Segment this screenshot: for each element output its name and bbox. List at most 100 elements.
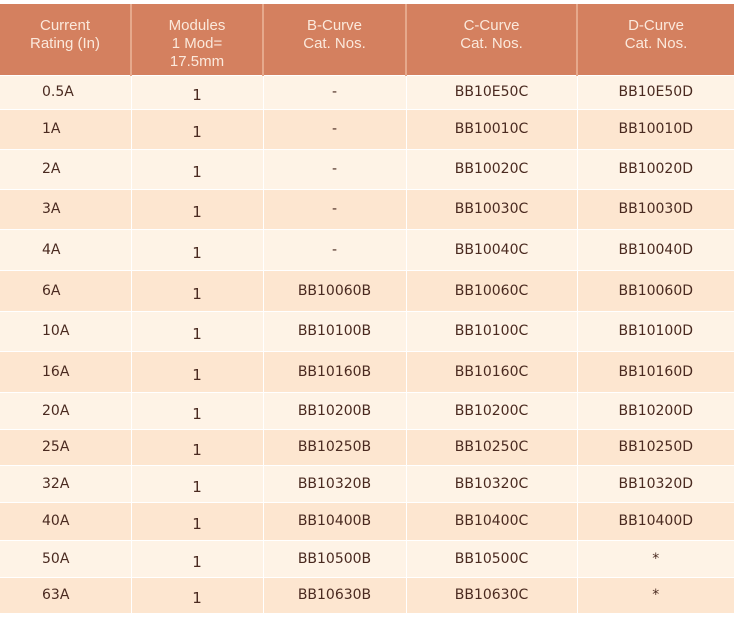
cell-b-curve: - — [263, 228, 407, 270]
cell-modules: 1 — [131, 428, 264, 465]
cell-b-curve: BB10630B — [263, 576, 407, 613]
cell-c-curve: BB10100C — [406, 310, 578, 351]
cell-modules: 1 — [131, 350, 264, 392]
cell-c-curve: BB10250C — [406, 428, 578, 465]
cell-current-rating: 40A — [0, 501, 132, 540]
header-line: 17.5mm — [169, 53, 225, 70]
header-line: B-Curve — [306, 17, 362, 34]
cell-c-curve: BB10630C — [406, 576, 578, 613]
cell-d-curve: BB10010D — [577, 108, 734, 149]
cell-d-curve: BB10100D — [577, 310, 734, 351]
cell-b-curve: BB10060B — [263, 269, 407, 311]
table-row: 1A 1- BB10010C BB10010D — [0, 108, 734, 149]
cell-d-curve: BB10040D — [577, 228, 734, 270]
cell-b-curve: BB10100B — [263, 310, 407, 351]
table-row: 2A 1- BB10020C BB10020D — [0, 148, 734, 189]
header-line: Cat. Nos. — [460, 35, 523, 52]
cell-c-curve: BB10400C — [406, 501, 578, 540]
cell-current-rating: 2A — [0, 148, 132, 189]
cell-d-curve: BB10E50D — [577, 74, 734, 109]
cell-b-curve: - — [263, 108, 407, 149]
cell-current-rating: 25A — [0, 428, 132, 465]
table-row: 20A 1 BB10200B BB10200C BB10200D — [0, 391, 734, 429]
cell-c-curve: BB10E50C — [406, 74, 578, 109]
cell-b-curve: - — [263, 188, 407, 229]
cell-modules: 1 — [131, 391, 264, 429]
header-line: Rating (In) — [29, 35, 101, 52]
cell-d-curve: BB10020D — [577, 148, 734, 189]
cell-current-rating: 1A — [0, 108, 132, 149]
cell-d-curve: BB10160D — [577, 350, 734, 392]
cell-c-curve: BB10160C — [406, 350, 578, 392]
cell-modules: 1 — [131, 108, 264, 149]
cell-d-curve: BB10320D — [577, 464, 734, 502]
cell-d-curve: * — [577, 576, 734, 613]
cell-current-rating: 32A — [0, 464, 132, 502]
cell-c-curve: BB10320C — [406, 464, 578, 502]
table-row: 25A 1 BB10250B BB10250C BB10250D — [0, 428, 734, 465]
cell-c-curve: BB10200C — [406, 391, 578, 429]
cell-modules: 1 — [131, 464, 264, 502]
cell-b-curve: BB10500B — [263, 539, 407, 577]
cell-d-curve: * — [577, 539, 734, 577]
cell-d-curve: BB10060D — [577, 269, 734, 311]
header-line: 1 Mod= — [171, 35, 223, 52]
header-modules: Modules 1 Mod= 17.5mm — [131, 4, 264, 75]
cell-modules: 1 — [131, 148, 264, 189]
header-line: Current — [39, 17, 91, 34]
cell-current-rating: 20A — [0, 391, 132, 429]
cell-modules: 1 — [131, 188, 264, 229]
cell-modules: 1 — [131, 539, 264, 577]
header-d-curve: D-Curve Cat. Nos. — [577, 4, 734, 75]
cell-b-curve: BB10400B — [263, 501, 407, 540]
cell-current-rating: 10A — [0, 310, 132, 351]
cell-current-rating: 3A — [0, 188, 132, 229]
cell-c-curve: BB10500C — [406, 539, 578, 577]
header-current-rating: Current Rating (In) — [0, 4, 132, 75]
cell-c-curve: BB10060C — [406, 269, 578, 311]
cell-d-curve: BB10400D — [577, 501, 734, 540]
cell-b-curve: BB10320B — [263, 464, 407, 502]
table-row: 50A 1 BB10500B BB10500C * — [0, 539, 734, 577]
header-row: Current Rating (In) Modules 1 Mod= 17.5mm B-C… — [0, 4, 734, 75]
cell-d-curve: BB10200D — [577, 391, 734, 429]
catalog-table: Current Rating (In) Modules 1 Mod= 17.5mm B-C… — [0, 4, 734, 613]
table-row: 32A 1 BB10320B BB10320C BB10320D — [0, 464, 734, 502]
cell-modules: 1 — [131, 269, 264, 311]
cell-c-curve: BB10010C — [406, 108, 578, 149]
cell-current-rating: 16A — [0, 350, 132, 392]
cell-b-curve: BB10160B — [263, 350, 407, 392]
cell-d-curve: BB10030D — [577, 188, 734, 229]
cell-c-curve: BB10020C — [406, 148, 578, 189]
header-line: Cat. Nos. — [303, 35, 366, 52]
cell-c-curve: BB10040C — [406, 228, 578, 270]
header-line: Cat. Nos. — [624, 35, 688, 52]
table-row: 4A 1- BB10040C BB10040D — [0, 228, 734, 270]
header-line: D-Curve — [628, 17, 684, 34]
cell-c-curve: BB10030C — [406, 188, 578, 229]
cell-current-rating: 6A — [0, 269, 132, 311]
cell-current-rating: 50A — [0, 539, 132, 577]
cell-current-rating: 63A — [0, 576, 132, 613]
table-row: 40A 1 BB10400B BB10400C BB10400D — [0, 501, 734, 540]
cell-modules: 1 — [131, 74, 264, 109]
header-line: Modules — [168, 17, 226, 34]
cell-current-rating: 0.5A — [0, 74, 132, 109]
table-row: 63A 1 BB10630B BB10630C * — [0, 576, 734, 613]
table-row: 10A 1 BB10100B BB10100C BB10100D — [0, 310, 734, 351]
cell-b-curve: BB10200B — [263, 391, 407, 429]
header-b-curve: B-Curve Cat. Nos. — [263, 4, 407, 75]
cell-modules: 1 — [131, 501, 264, 540]
table-row: 0.5A 1- BB10E50C BB10E50D — [0, 74, 734, 109]
cell-d-curve: BB10250D — [577, 428, 734, 465]
cell-modules: 1 — [131, 310, 264, 351]
cell-b-curve: BB10250B — [263, 428, 407, 465]
cell-modules: 1 — [131, 228, 264, 270]
cell-current-rating: 4A — [0, 228, 132, 270]
header-c-curve: C-Curve Cat. Nos. — [406, 4, 578, 75]
cell-modules: 1 — [131, 576, 264, 613]
table-row: 3A 1- BB10030C BB10030D — [0, 188, 734, 229]
table-row: 16A 1 BB10160B BB10160C BB10160D — [0, 350, 734, 392]
cell-b-curve: - — [263, 74, 407, 109]
cell-b-curve: - — [263, 148, 407, 189]
